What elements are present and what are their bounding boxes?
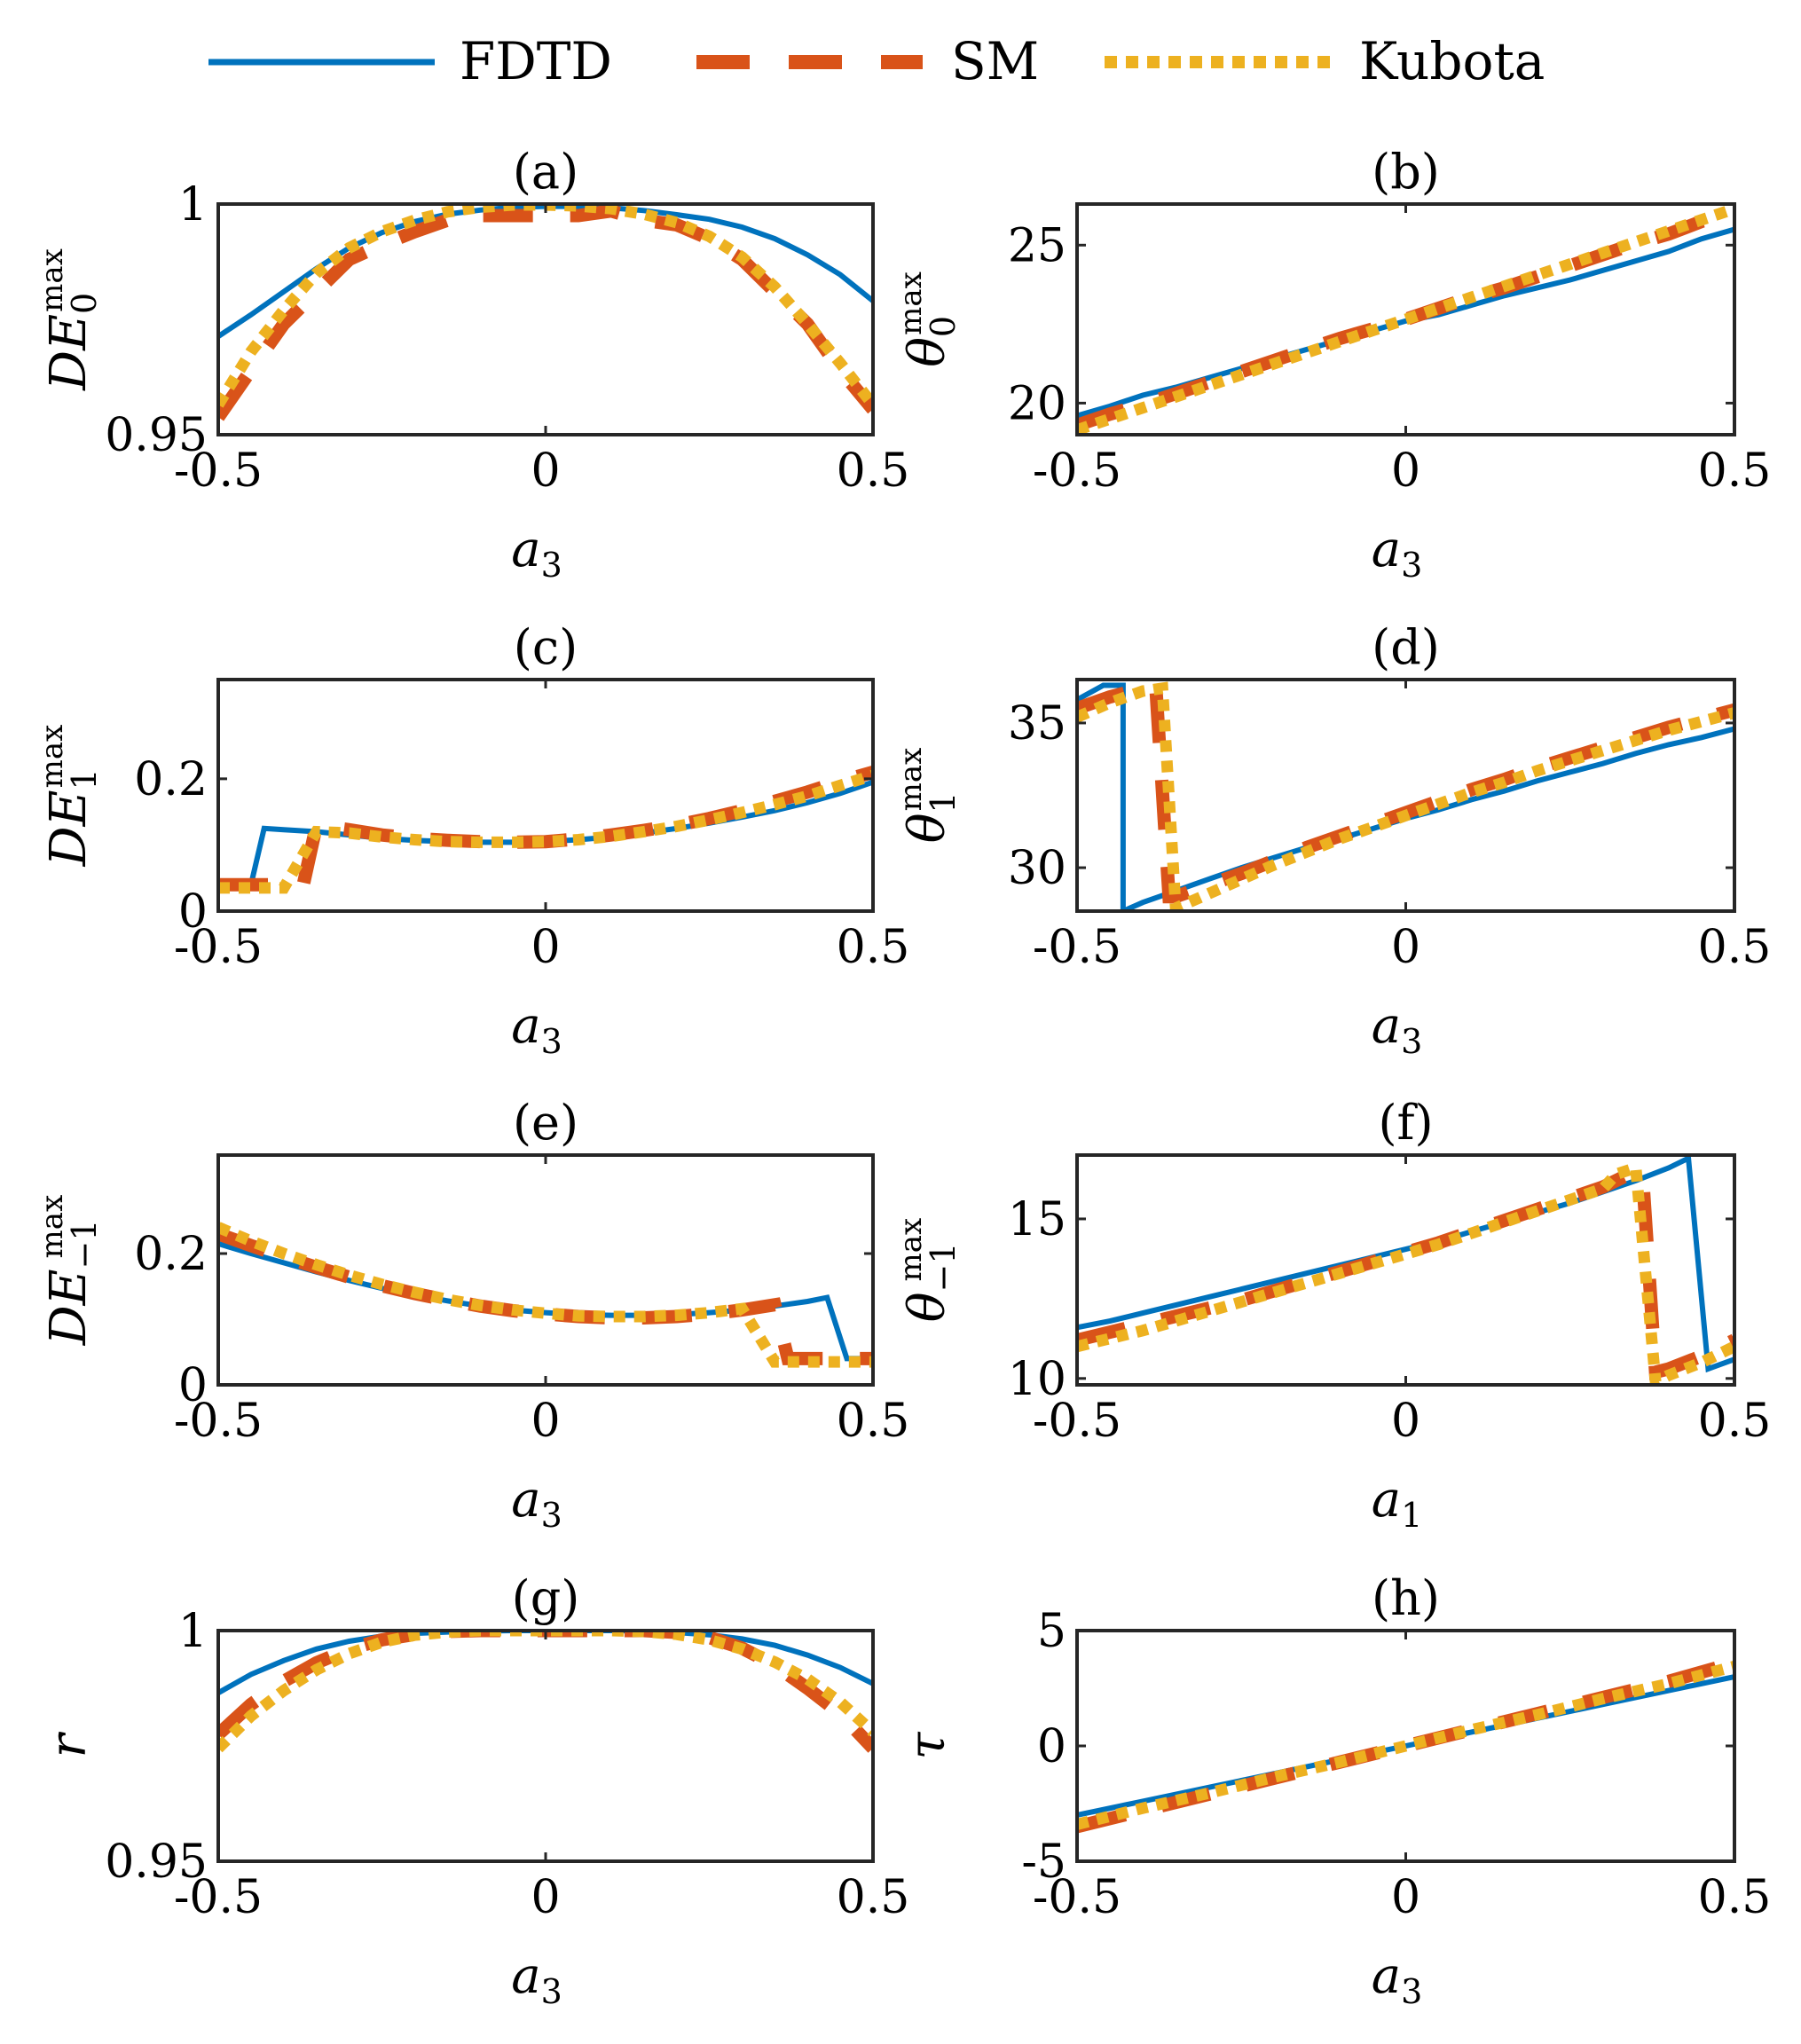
x-axis-label: a3 xyxy=(511,1471,562,1535)
panel-title: (c) xyxy=(514,619,578,675)
x-axis-label: a3 xyxy=(511,997,562,1061)
x-tick-label: -0.5 xyxy=(1033,444,1121,498)
x-tick-label: 0 xyxy=(531,921,560,974)
y-tick-label: 25 xyxy=(1008,219,1066,272)
x-tick-label: -0.5 xyxy=(174,1871,263,1924)
panel-title: (a) xyxy=(513,144,578,200)
series-line-kubota xyxy=(1077,1661,1734,1830)
panel-title: (e) xyxy=(513,1095,578,1151)
y-tick-label: -5 xyxy=(1021,1836,1066,1889)
y-tick-label: 5 xyxy=(1037,1605,1066,1658)
y-tick-label: 0.95 xyxy=(105,1836,208,1889)
panel-title: (g) xyxy=(512,1570,580,1626)
x-tick-label: 0 xyxy=(1391,921,1420,974)
series-line-kubota xyxy=(1077,204,1734,435)
legend-label-kubota: Kubota xyxy=(1359,31,1545,91)
y-tick-label: 0 xyxy=(178,885,208,939)
x-tick-label: -0.5 xyxy=(174,921,263,974)
series-line-fdtd xyxy=(1077,682,1734,911)
panel-title: (b) xyxy=(1372,144,1440,200)
series-line-kubota xyxy=(218,769,873,894)
panel-title: (h) xyxy=(1372,1570,1440,1626)
x-tick-label: 0.5 xyxy=(837,921,910,974)
y-tick-label: 15 xyxy=(1008,1193,1066,1246)
legend: FDTD SM Kubota xyxy=(208,31,1545,91)
x-axis-label: a3 xyxy=(1372,521,1423,585)
x-axis-label: a3 xyxy=(1372,997,1423,1061)
y-tick-label: 1 xyxy=(178,1605,208,1658)
y-tick-label: 30 xyxy=(1008,842,1066,895)
panel-d: -0.5 0 0.5 30 35 (d) a3 θ1max xyxy=(893,619,1771,1061)
series-line-kubota xyxy=(1077,1160,1734,1385)
y-axis-label: DE−1max xyxy=(35,1195,104,1347)
series-line-sm xyxy=(218,204,873,421)
x-tick-label: -0.5 xyxy=(174,1395,263,1448)
series-line-sm xyxy=(1077,204,1734,432)
series-line-sm xyxy=(218,1631,873,1753)
x-tick-label: -0.5 xyxy=(1033,1871,1121,1924)
legend-label-fdtd: FDTD xyxy=(460,31,612,91)
panel-f: -0.5 0 0.5 10 15 (f) a1 θ−1max xyxy=(893,1095,1771,1535)
y-tick-label: 0.2 xyxy=(134,1228,208,1281)
series-line-fdtd xyxy=(218,1631,873,1695)
series-line-kubota xyxy=(218,1222,873,1368)
y-tick-label: 0.95 xyxy=(105,409,208,462)
x-tick-label: -0.5 xyxy=(1033,921,1121,974)
y-axis-label: θ−1max xyxy=(893,1218,963,1322)
y-axis-label: DE0max xyxy=(35,248,104,391)
panel-h: -0.5 0 0.5 -5 0 5 (h) a3 τ xyxy=(899,1570,1771,2011)
x-tick-label: 0 xyxy=(1391,1395,1420,1448)
y-tick-label: 20 xyxy=(1008,377,1066,430)
y-axis-label: r xyxy=(40,1731,98,1757)
y-tick-label: 1 xyxy=(178,178,208,232)
y-axis-label: θ0max xyxy=(893,271,963,367)
panel-title: (f) xyxy=(1378,1095,1433,1151)
x-tick-label: -0.5 xyxy=(174,444,263,498)
x-tick-label: 0.5 xyxy=(1698,1871,1772,1924)
x-axis-label: a3 xyxy=(511,521,562,585)
y-tick-label: 35 xyxy=(1008,697,1066,751)
y-tick-label: 0 xyxy=(178,1359,208,1412)
x-tick-label: 0.5 xyxy=(837,1395,910,1448)
x-tick-label: 0.5 xyxy=(837,1871,910,1924)
x-tick-label: 0.5 xyxy=(1698,1395,1772,1448)
panel-g: -0.5 0 0.5 0.95 1 (g) a3 r xyxy=(40,1570,909,2011)
x-tick-label: 0.5 xyxy=(1698,921,1772,974)
x-tick-label: 0 xyxy=(531,444,560,498)
x-tick-label: 0 xyxy=(1391,444,1420,498)
x-tick-label: -0.5 xyxy=(1033,1395,1121,1448)
y-tick-label: 10 xyxy=(1008,1353,1066,1406)
x-tick-label: 0 xyxy=(1391,1871,1420,1924)
panel-title: (d) xyxy=(1372,619,1440,675)
y-tick-label: 0.2 xyxy=(134,753,208,806)
x-tick-label: 0 xyxy=(531,1395,560,1448)
x-tick-label: 0 xyxy=(531,1871,560,1924)
panel-b: -0.5 0 0.5 20 25 (b) a3 θ0max xyxy=(893,144,1771,585)
panel-a: -0.5 0 0.5 0.95 1 (a) a3 DE0max xyxy=(35,144,909,585)
y-axis-label: τ xyxy=(899,1731,956,1759)
series-line-kubota xyxy=(1077,681,1734,911)
y-axis-label: θ1max xyxy=(893,748,963,844)
x-tick-label: 0.5 xyxy=(837,444,910,498)
x-axis-label: a1 xyxy=(1372,1471,1423,1535)
x-axis-label: a3 xyxy=(1372,1947,1423,2011)
series-line-sm xyxy=(218,766,873,892)
x-tick-label: 0.5 xyxy=(1698,444,1772,498)
y-axis-label: DE1max xyxy=(35,725,104,868)
y-tick-label: 0 xyxy=(1037,1720,1066,1773)
series-line-sm xyxy=(1077,681,1734,904)
x-axis-label: a3 xyxy=(511,1947,562,2011)
legend-label-sm: SM xyxy=(951,31,1039,91)
